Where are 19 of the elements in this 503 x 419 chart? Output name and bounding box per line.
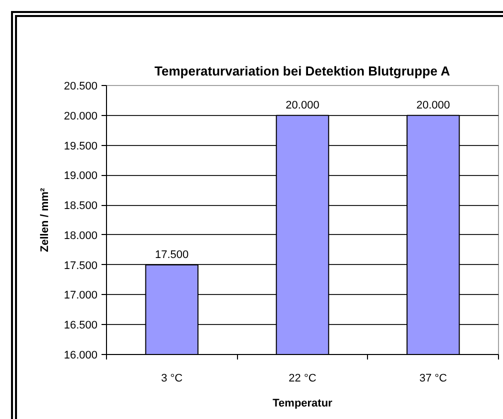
y-tick-label: 19.000 (64, 170, 98, 182)
y-tick-label: 16.000 (64, 350, 98, 362)
data-label: 20.000 (286, 99, 320, 112)
data-label: 17.500 (155, 248, 189, 261)
y-tick-label: 18.500 (64, 200, 98, 212)
x-tick-label: 3 °C (161, 372, 183, 384)
x-tick-label: 22 °C (288, 372, 316, 384)
x-axis-title: Temperatur (272, 398, 334, 410)
y-tick-label: 18.000 (64, 230, 98, 242)
y-tick-label: 20.500 (64, 80, 98, 92)
y-tick-label: 16.500 (64, 320, 98, 332)
x-tick-label: 37 °C (419, 372, 448, 384)
chart-title: Temperaturvariation bei Detektion Blutgruppe A (154, 64, 451, 78)
y-tick-label: 19.500 (64, 140, 98, 152)
y-axis-title: Zellen / mm² (38, 188, 51, 252)
y-tick-label: 20.000 (64, 110, 98, 122)
data-label: 20.000 (416, 99, 450, 112)
y-tick-label: 17.000 (64, 290, 98, 302)
y-tick-label: 17.500 (64, 260, 98, 272)
